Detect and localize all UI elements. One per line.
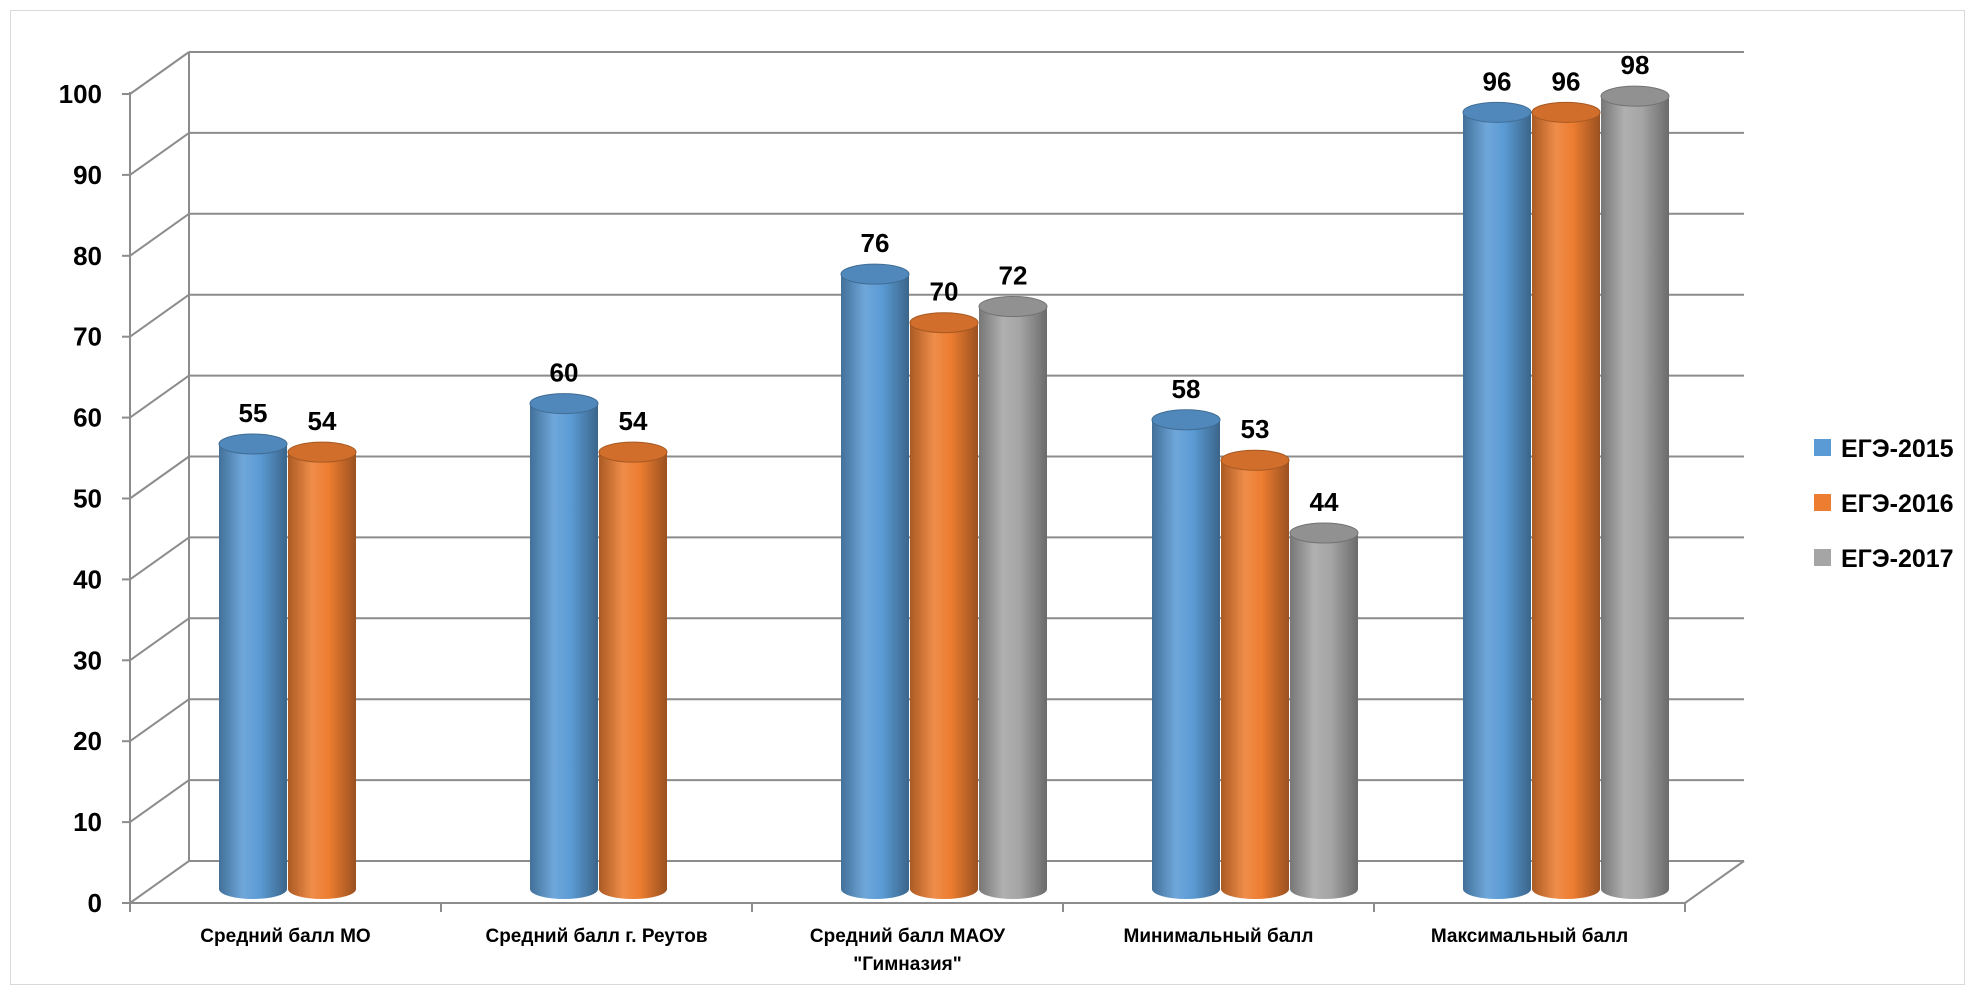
gridline-side — [129, 536, 190, 581]
legend-item: ЕГЭ-2016 — [1814, 490, 1954, 518]
bar — [1220, 449, 1290, 899]
gridline-side — [129, 455, 190, 500]
data-label: 96 — [1483, 66, 1512, 96]
bar-top — [978, 296, 1048, 318]
gridline-side — [129, 617, 190, 662]
bars — [218, 85, 1670, 900]
legend-item: ЕГЭ-2015 — [1814, 435, 1954, 463]
bar-top — [598, 441, 668, 463]
x-category-label: Средний балл МО — [200, 926, 370, 947]
bar-body — [1532, 112, 1600, 900]
bar — [909, 312, 979, 899]
bar-body — [910, 322, 978, 899]
legend-swatch — [1814, 439, 1831, 456]
bar-top — [1462, 101, 1532, 123]
y-tick-label: 20 — [73, 726, 102, 756]
y-tick-label: 70 — [73, 322, 102, 352]
data-label: 54 — [619, 406, 648, 436]
x-category-label: Средний балл МАОУ "Гимназия" — [810, 926, 1005, 975]
bar-top — [840, 263, 910, 285]
axes: 0 10 20 30 40 50 60 70 80 90 100 Средний балл МО Сре… — [59, 79, 1686, 975]
legend: ЕГЭ-2015 ЕГЭ-2016 ЕГЭ-2017 — [1814, 435, 1954, 573]
y-tick-label: 10 — [73, 807, 102, 837]
gridline-side — [129, 779, 190, 823]
bar — [218, 433, 288, 899]
data-label: 70 — [930, 277, 959, 307]
y-tick-label: 40 — [73, 564, 102, 594]
bar — [978, 296, 1048, 899]
gridline-side — [129, 698, 190, 743]
data-label: 60 — [550, 358, 579, 388]
gridline-side — [129, 860, 190, 904]
legend-swatch — [1814, 549, 1831, 566]
y-tick-label: 100 — [59, 79, 102, 109]
bar-body — [1463, 112, 1531, 900]
bar-body — [1221, 460, 1289, 899]
gridline-side — [129, 51, 190, 95]
y-tick-label: 0 — [88, 888, 102, 918]
bar-body — [841, 274, 909, 899]
bar — [840, 263, 910, 899]
data-label: 58 — [1172, 374, 1201, 404]
bar-body — [219, 444, 287, 899]
bar-top — [1600, 85, 1670, 107]
x-category-label: Средний балл г. Реутов — [485, 926, 707, 947]
data-label: 76 — [861, 228, 890, 258]
bar — [1289, 522, 1359, 899]
bar-top — [529, 393, 599, 415]
y-tick-label: 60 — [73, 403, 102, 433]
x-category-label: Минимальный балл — [1124, 926, 1314, 947]
bar — [287, 441, 357, 899]
bar-body — [599, 452, 667, 899]
legend-label: ЕГЭ-2015 — [1841, 435, 1954, 463]
bar-top — [287, 441, 357, 463]
legend-item: ЕГЭ-2017 — [1814, 545, 1954, 573]
x-category-label: Максимальный балл — [1431, 926, 1628, 947]
bar — [1151, 409, 1221, 899]
legend-label: ЕГЭ-2016 — [1841, 490, 1954, 518]
bar — [598, 441, 668, 899]
data-label: 72 — [999, 261, 1028, 291]
y-tick-label: 80 — [73, 241, 102, 271]
bar-top — [1289, 522, 1359, 544]
data-label: 96 — [1552, 66, 1581, 96]
data-label: 54 — [308, 406, 337, 436]
y-tick-label: 90 — [73, 160, 102, 190]
gridline-side — [129, 212, 190, 257]
data-label: 44 — [1310, 487, 1339, 517]
bar — [529, 393, 599, 899]
y-tick-label: 30 — [73, 645, 102, 675]
bar — [1462, 101, 1532, 900]
data-labels: 55 54 60 54 76 70 72 58 53 44 96 96 98 — [239, 50, 1650, 517]
bar-top — [218, 433, 288, 455]
floor-edge — [1684, 860, 1745, 904]
bar-top — [909, 312, 979, 334]
bar-top — [1220, 449, 1290, 471]
gridline-side — [129, 293, 190, 338]
bar-body — [1290, 533, 1358, 899]
gridline-side — [129, 374, 190, 419]
legend-label: ЕГЭ-2017 — [1841, 545, 1954, 573]
bar-body — [288, 452, 356, 899]
bar-body — [979, 306, 1047, 899]
bar — [1531, 101, 1601, 900]
gridline-side — [129, 132, 190, 176]
bar-body — [1601, 96, 1669, 900]
bar — [1600, 85, 1670, 900]
bar-top — [1151, 409, 1221, 431]
data-label: 53 — [1241, 414, 1270, 444]
data-label: 98 — [1621, 50, 1650, 80]
bar-body — [530, 403, 598, 899]
y-tick-label: 50 — [73, 484, 102, 514]
data-label: 55 — [239, 398, 268, 428]
legend-swatch — [1814, 494, 1831, 511]
bar-body — [1152, 419, 1220, 899]
bar-top — [1531, 101, 1601, 123]
